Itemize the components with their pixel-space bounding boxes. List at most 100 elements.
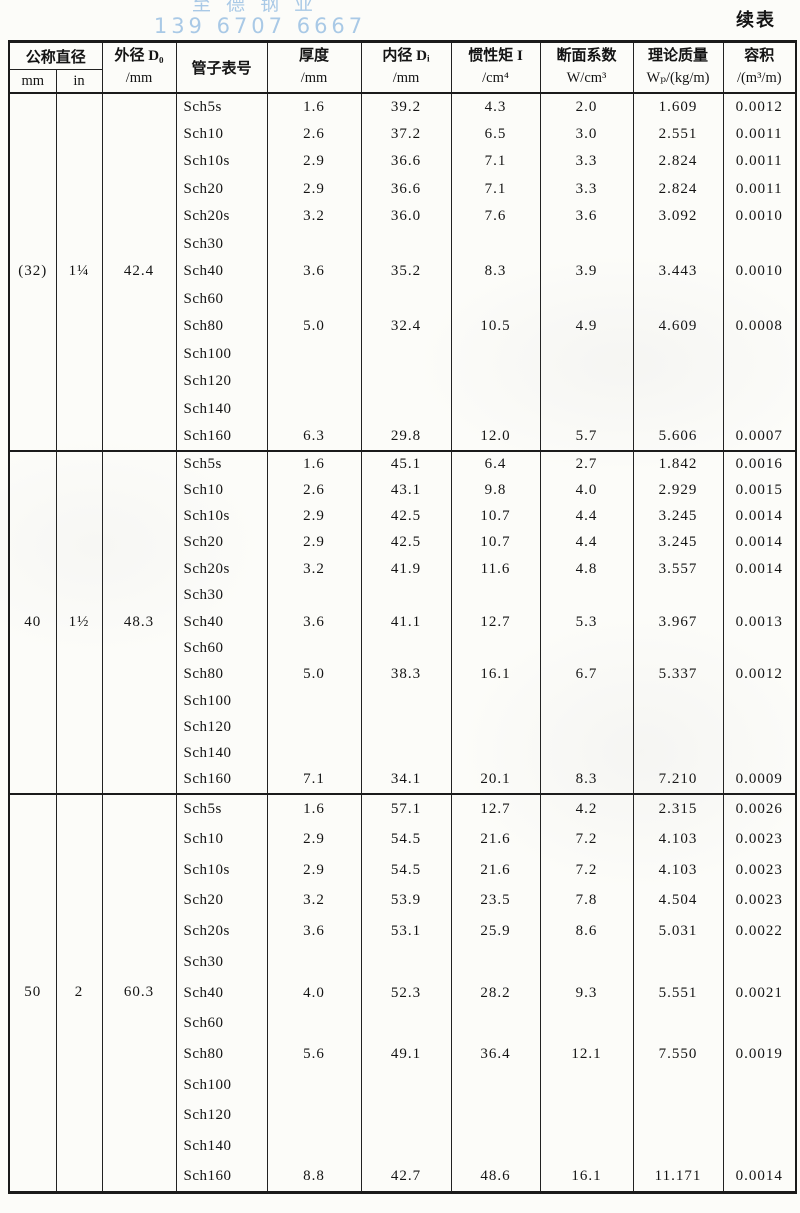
table-row: Sch30	[9, 582, 797, 609]
thickness-cell	[266, 1131, 362, 1162]
table-row: Sch10 2.9 54.5 21.6 7.2 4.103 0.0023	[9, 824, 797, 855]
moment-of-inertia-cell: 11.6	[450, 556, 541, 583]
theoretical-mass-cell	[632, 688, 724, 715]
table-row: Sch60	[9, 285, 797, 313]
section-modulus-cell: 4.0	[539, 476, 634, 504]
moment-of-inertia-cell: 20.1	[450, 767, 541, 794]
table-row: Sch120	[9, 714, 797, 741]
section-modulus-cell: 4.4	[539, 529, 634, 557]
col-header-nominal-diameter: 公称直径	[9, 41, 103, 70]
section-modulus-cell	[539, 635, 634, 662]
volume-cell: 0.0026	[722, 792, 797, 825]
section-modulus-cell	[539, 285, 634, 313]
inner-diameter-cell: 36.6	[360, 148, 452, 176]
inner-diameter-cell: 39.2	[360, 93, 452, 121]
col-header-in: in	[55, 69, 103, 93]
thickness-cell: 8.8	[266, 1161, 362, 1193]
inner-diameter-cell	[360, 635, 452, 662]
thickness-cell	[266, 1100, 362, 1132]
table-row: Sch10s 2.9 54.5 21.6 7.2 4.103 0.0023	[9, 854, 797, 886]
inner-diameter-cell: 42.7	[360, 1161, 452, 1193]
table-row: Sch120	[9, 1100, 797, 1132]
theoretical-mass-cell: 4.609	[632, 313, 724, 341]
inner-diameter-cell	[360, 1100, 452, 1132]
volume-cell: 0.0014	[722, 556, 797, 583]
table-row: Sch10 2.6 43.1 9.8 4.0 2.929 0.0015	[9, 476, 797, 504]
section-modulus-cell: 7.8	[539, 885, 634, 917]
inner-diameter-cell	[360, 340, 452, 368]
thickness-cell: 1.6	[266, 449, 362, 477]
section-modulus-cell: 3.0	[539, 120, 634, 148]
inner-diameter-cell: 29.8	[360, 423, 452, 451]
table-row: Sch10s 2.9 36.6 7.1 3.3 2.824 0.0011	[9, 148, 797, 176]
inner-diameter-cell: 53.1	[360, 916, 452, 948]
table-row: Sch10s 2.9 42.5 10.7 4.4 3.245 0.0014	[9, 503, 797, 530]
theoretical-mass-cell	[632, 740, 724, 768]
section-modulus-cell: 8.6	[539, 916, 634, 948]
volume-cell: 0.0011	[722, 148, 797, 176]
moment-of-inertia-cell	[450, 230, 541, 258]
inner-diameter-cell: 49.1	[360, 1039, 452, 1070]
outer-diameter-cell: 42.4	[101, 93, 177, 451]
volume-cell: 0.0011	[722, 175, 797, 203]
theoretical-mass-cell	[632, 1100, 724, 1132]
volume-cell: 0.0010	[722, 203, 797, 231]
col-header-section-modulus-unit: W/cm³	[566, 69, 607, 86]
schedule-cell: Sch20s	[175, 556, 268, 583]
moment-of-inertia-cell	[450, 368, 541, 396]
schedule-cell: Sch5s	[175, 93, 268, 121]
volume-cell	[722, 1131, 797, 1162]
table-row: Sch20s 3.6 53.1 25.9 8.6 5.031 0.0022	[9, 916, 797, 948]
section-modulus-cell: 3.6	[539, 203, 634, 231]
volume-cell: 0.0012	[722, 661, 797, 689]
section-modulus-cell	[539, 582, 634, 609]
table-row: Sch140	[9, 395, 797, 423]
theoretical-mass-cell: 4.103	[632, 824, 724, 855]
table-row: Sch20 2.9 36.6 7.1 3.3 2.824 0.0011	[9, 175, 797, 203]
schedule-cell: Sch40	[175, 258, 268, 286]
thickness-cell	[266, 1069, 362, 1101]
nominal-in-cell: 2	[55, 792, 103, 1193]
volume-cell	[722, 582, 797, 609]
inner-diameter-cell	[360, 1008, 452, 1040]
header-row-top: 公称直径 外径 D₀ /mm 管子表号 厚度 /mm 内径 Dᵢ /mm 惯性矩…	[9, 41, 797, 93]
moment-of-inertia-cell	[450, 635, 541, 662]
theoretical-mass-cell: 2.824	[632, 148, 724, 176]
thickness-cell: 1.6	[266, 93, 362, 121]
section-modulus-cell	[539, 1008, 634, 1040]
section-modulus-cell: 3.3	[539, 148, 634, 176]
col-header-outer-diameter-title: 外径 D₀	[114, 48, 164, 65]
inner-diameter-cell	[360, 582, 452, 609]
thickness-cell	[266, 340, 362, 368]
thickness-cell: 3.2	[266, 556, 362, 583]
moment-of-inertia-cell	[450, 582, 541, 609]
schedule-cell: Sch100	[175, 688, 268, 715]
moment-of-inertia-cell: 25.9	[450, 916, 541, 948]
col-header-volume-unit: /(m³/m)	[736, 69, 782, 86]
inner-diameter-cell: 32.4	[360, 313, 452, 341]
table-row: Sch30	[9, 947, 797, 978]
table-row: Sch100	[9, 340, 797, 368]
section-modulus-cell: 4.8	[539, 556, 634, 583]
moment-of-inertia-cell: 48.6	[450, 1161, 541, 1193]
volume-cell: 0.0010	[722, 258, 797, 286]
col-header-inner-diameter-title: 内径 Dᵢ	[382, 48, 430, 65]
moment-of-inertia-cell: 10.7	[450, 529, 541, 557]
col-header-outer-diameter: 外径 D₀ /mm	[101, 41, 177, 93]
thickness-cell	[266, 1008, 362, 1040]
theoretical-mass-cell: 3.443	[632, 258, 724, 286]
thickness-cell	[266, 230, 362, 258]
col-header-thickness: 厚度 /mm	[266, 41, 362, 93]
table-row: Sch160 6.3 29.8 12.0 5.7 5.606 0.0007	[9, 423, 797, 451]
table-row: Sch20 3.2 53.9 23.5 7.8 4.504 0.0023	[9, 885, 797, 917]
moment-of-inertia-cell: 21.6	[450, 854, 541, 886]
moment-of-inertia-cell: 12.0	[450, 423, 541, 451]
nominal-mm-cell: 50	[9, 792, 56, 1193]
moment-of-inertia-cell	[450, 285, 541, 313]
volume-cell: 0.0013	[722, 608, 797, 636]
volume-cell: 0.0022	[722, 916, 797, 948]
volume-cell: 0.0008	[722, 313, 797, 341]
theoretical-mass-cell: 3.245	[632, 529, 724, 557]
thickness-cell: 3.2	[266, 203, 362, 231]
inner-diameter-cell	[360, 688, 452, 715]
